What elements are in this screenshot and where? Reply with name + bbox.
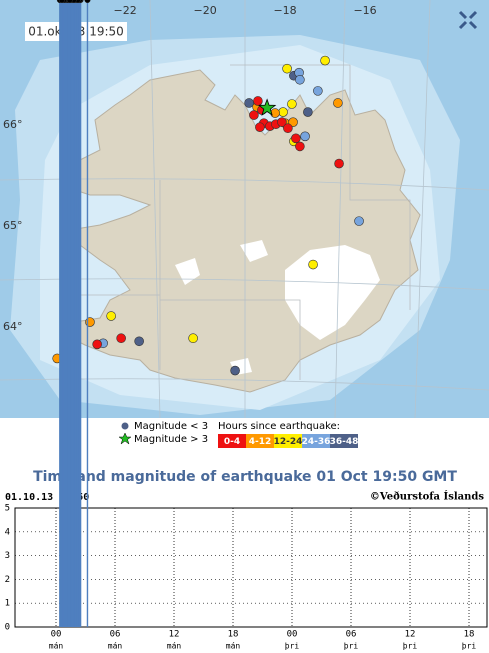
map-quake <box>282 63 292 74</box>
map: 01.okt.13 19:50 <box>0 0 489 419</box>
map-quake <box>287 99 297 109</box>
map-quake <box>283 123 293 134</box>
x-day-label: þri <box>285 642 300 651</box>
map-quake <box>308 259 318 270</box>
y-tick-label: 5 <box>5 504 10 514</box>
map-big-quake <box>257 98 277 116</box>
x-day-label: þri <box>462 642 477 651</box>
legend-swatch <box>330 434 358 448</box>
x-day-label: mán <box>226 642 241 651</box>
lat-label: 66° <box>3 118 23 131</box>
map-quake <box>303 107 313 117</box>
x-tick-label: 12 <box>405 630 416 640</box>
x-tick-label: 12 <box>169 630 180 640</box>
map-quake <box>253 96 263 106</box>
legend-label: 24-36 <box>302 437 331 447</box>
lat-label: 65° <box>3 219 23 232</box>
map-quake <box>288 117 298 127</box>
chart-timestamp: 01.10.13 19:50 <box>5 492 89 503</box>
glacier <box>285 245 380 340</box>
lon-label: −22 <box>114 4 137 17</box>
quake-marker <box>66 0 73 4</box>
legend-swatch <box>218 434 246 448</box>
map-quake <box>354 216 364 226</box>
y-tick-label: 0 <box>5 623 10 633</box>
map-quake <box>116 333 126 344</box>
map-quake <box>92 339 102 350</box>
x-day-label: mán <box>167 642 182 651</box>
y-tick-label: 4 <box>5 527 10 537</box>
quake-marker <box>84 0 91 4</box>
map-quake <box>320 55 330 66</box>
map-quake <box>333 98 343 108</box>
x-tick-label: 06 <box>346 630 357 640</box>
legend-label: 12-24 <box>274 437 303 447</box>
map-quake <box>300 131 310 142</box>
legend-swatch <box>274 434 302 448</box>
map-quake <box>278 107 288 117</box>
legend-label: 36-48 <box>330 437 359 447</box>
x-day-label: mán <box>108 642 123 651</box>
x-tick-label: 06 <box>110 630 121 640</box>
map-quake <box>334 158 344 169</box>
legend-symbol <box>121 422 129 430</box>
y-tick-label: 1 <box>5 599 10 609</box>
x-day-label: þri <box>403 642 418 651</box>
map-quake <box>277 117 287 127</box>
chart: Time and magnitude of earthquake 01 Oct … <box>5 469 488 628</box>
legend-title: Hours since earthquake: <box>218 421 340 432</box>
x-day-label: mán <box>49 642 64 651</box>
lon-label: −20 <box>194 4 217 17</box>
map-quake <box>313 86 323 96</box>
x-tick-label: 18 <box>464 630 475 640</box>
lon-label: −16 <box>353 4 376 17</box>
map-quake <box>188 333 198 344</box>
map-quake <box>249 110 259 120</box>
x-tick-label: 18 <box>228 630 239 640</box>
logo <box>458 10 478 30</box>
copyright: ©Veðurstofa Íslands <box>370 491 484 503</box>
legend-swatch <box>246 434 274 448</box>
lon-label: −18 <box>273 4 296 17</box>
map-quake <box>134 336 144 347</box>
x-tick-label: 00 <box>51 630 62 640</box>
map-quake <box>244 98 254 108</box>
legend-symbol <box>118 432 132 445</box>
legend-label: 0-4 <box>224 437 240 447</box>
map-quake <box>255 122 265 133</box>
y-tick-label: 3 <box>5 551 10 561</box>
y-tick-label: 2 <box>5 575 10 585</box>
plot-frame <box>14 507 488 628</box>
legend-label: 4-12 <box>249 437 272 447</box>
map-quake <box>295 141 305 152</box>
map-quake <box>106 311 116 321</box>
legend-label: Magnitude > 3 <box>134 434 208 445</box>
quake-marker <box>58 0 65 4</box>
map-legend: Magnitude < 3 Magnitude > 3 Hours since … <box>118 421 340 445</box>
lat-label: 64° <box>3 320 23 333</box>
x-tick-label: 00 <box>287 630 298 640</box>
legend-label: Magnitude < 3 <box>134 421 208 432</box>
map-quake <box>291 133 301 144</box>
map-quake <box>295 74 305 85</box>
region-boxes <box>80 64 411 380</box>
legend-swatch <box>302 434 330 448</box>
map-quake <box>230 365 240 376</box>
glacier <box>175 258 200 285</box>
glacier <box>240 240 268 262</box>
x-day-label: þri <box>344 642 359 651</box>
chart-title: Time and magnitude of earthquake 01 Oct … <box>33 469 457 485</box>
